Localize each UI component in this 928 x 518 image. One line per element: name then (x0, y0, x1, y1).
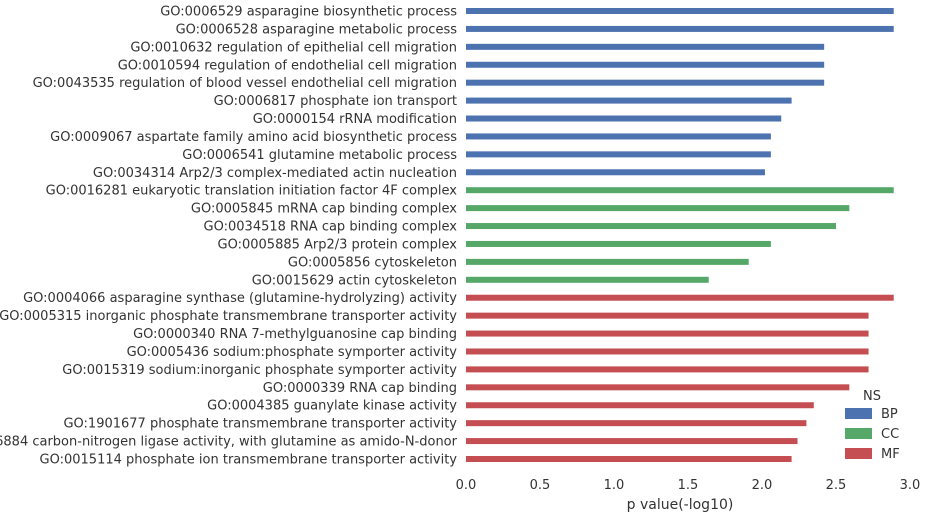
bar-cc (466, 240, 771, 247)
category-label: GO:1901677 phosphate transmembrane trans… (63, 417, 457, 432)
legend-swatch-bp (845, 408, 872, 419)
bar-cc (466, 187, 894, 194)
category-label: GO:0006817 phosphate ion transport (214, 94, 457, 109)
legend-items: BP CC MF (845, 407, 900, 462)
category-label: GO:0016884 carbon-nitrogen ligase activi… (0, 435, 458, 450)
category-label: GO:0006528 asparagine metabolic process (176, 22, 458, 37)
x-tick-label: 1.0 (604, 478, 625, 493)
legend-label-bp: BP (881, 407, 898, 422)
category-label: GO:0004066 asparagine synthase (glutamin… (23, 291, 457, 306)
bar-bp (466, 79, 825, 86)
legend-swatch-mf (845, 448, 872, 459)
bar-mf (466, 438, 798, 445)
category-label: GO:0005885 Arp2/3 protein complex (218, 237, 458, 252)
category-label: GO:0000339 RNA cap binding (263, 381, 457, 396)
legend: NS BP CC MF (845, 389, 900, 462)
category-label: GO:0005845 mRNA cap binding complex (191, 202, 457, 217)
x-tick-label: 3.0 (900, 478, 921, 493)
category-label: GO:0010594 regulation of endothelial cel… (118, 58, 457, 73)
bar-bp (466, 169, 765, 176)
category-label: GO:0004385 guanylate kinase activity (207, 399, 457, 414)
bar-bp (466, 151, 771, 158)
x-tick-label: 0.0 (456, 478, 477, 493)
bar-bp (466, 25, 894, 32)
category-label: GO:0015319 sodium:inorganic phosphate sy… (62, 363, 457, 378)
bar-bp (466, 43, 825, 50)
legend-title: NS (863, 389, 881, 404)
x-tick-label: 0.5 (530, 478, 551, 493)
bar-bp (466, 61, 825, 68)
bar-mf (466, 384, 850, 391)
bar-mf (466, 420, 807, 427)
bar-mf (466, 366, 869, 373)
legend-label-mf: MF (881, 447, 900, 462)
x-axis-title: p value(-log10) (627, 497, 734, 513)
category-label: GO:0000154 rRNA modification (253, 112, 457, 127)
legend-swatch-cc (845, 428, 872, 439)
x-tick-label: 2.0 (752, 478, 773, 493)
category-label: GO:0009067 aspartate family amino acid b… (50, 130, 457, 145)
category-labels: GO:0006529 asparagine biosynthetic proce… (0, 5, 458, 468)
bar-cc (466, 276, 709, 283)
bar-bp (466, 8, 894, 14)
category-label: GO:0006529 asparagine biosynthetic proce… (160, 5, 457, 20)
bar-mf (466, 456, 792, 462)
category-label: GO:0034518 RNA cap binding complex (204, 220, 458, 235)
bar-mf (466, 312, 869, 319)
bar-cc (466, 205, 850, 212)
category-label: GO:0043535 regulation of blood vessel en… (33, 76, 457, 91)
category-label: GO:0034314 Arp2/3 complex-mediated actin… (93, 166, 457, 181)
bar-bp (466, 97, 792, 104)
legend-label-cc: CC (881, 427, 899, 442)
category-label: GO:0006541 glutamine metabolic process (182, 148, 457, 163)
bar-mf (466, 294, 894, 301)
category-label: GO:0015629 actin cytoskeleton (252, 273, 457, 288)
x-tick-label: 1.5 (678, 478, 699, 493)
bar-mf (466, 348, 869, 355)
bar-mf (466, 330, 869, 337)
category-label: GO:0015114 phosphate ion transmembrane t… (40, 453, 458, 468)
category-label: GO:0005856 cytoskeleton (288, 255, 457, 270)
bar-cc (466, 258, 749, 265)
x-axis-ticks: 0.0 0.5 1.0 1.5 2.0 2.5 3.0 (456, 478, 921, 493)
bars-layer (466, 8, 894, 462)
category-label: GO:0010632 regulation of epithelial cell… (130, 40, 457, 55)
bar-mf (466, 402, 814, 409)
category-label: GO:0016281 eukaryotic translation initia… (46, 184, 458, 199)
x-tick-label: 2.5 (826, 478, 847, 493)
bar-bp (466, 133, 771, 140)
category-label: GO:0005436 sodium:phosphate symporter ac… (127, 345, 458, 360)
bar-cc (466, 223, 836, 230)
category-label: GO:0000340 RNA 7-methylguanosine cap bin… (133, 327, 457, 342)
category-label: GO:0005315 inorganic phosphate transmemb… (0, 309, 457, 324)
bar-bp (466, 115, 782, 122)
